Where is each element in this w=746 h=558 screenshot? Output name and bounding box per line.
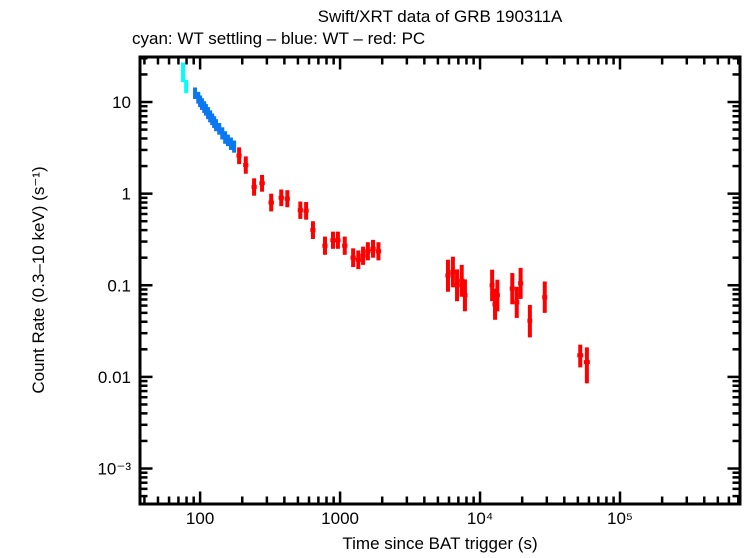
series-pc bbox=[236, 147, 590, 384]
y-tick-label: 10⁻³ bbox=[97, 460, 131, 479]
y-tick-label: 0.1 bbox=[107, 276, 131, 295]
y-axis-label: Count Rate (0.3–10 keV) (s⁻¹) bbox=[29, 166, 48, 394]
x-tick-label: 1000 bbox=[321, 509, 359, 528]
y-tick-label: 0.01 bbox=[98, 368, 131, 387]
y-tick-label: 1 bbox=[122, 185, 131, 204]
axis-ticks bbox=[141, 57, 740, 503]
y-tick-label: 10 bbox=[112, 93, 131, 112]
series-wt-settling bbox=[181, 62, 189, 94]
tick-labels: 100 1000 10⁴ 10⁵ 10 1 0.1 0.01 10⁻³ bbox=[97, 93, 633, 528]
chart-legend-note: cyan: WT settling – blue: WT – red: PC bbox=[132, 29, 426, 48]
x-tick-label: 10⁵ bbox=[607, 509, 633, 528]
x-tick-label: 100 bbox=[186, 509, 214, 528]
x-axis-label: Time since BAT trigger (s) bbox=[342, 534, 538, 553]
plot-frame bbox=[138, 55, 742, 506]
series-wt bbox=[193, 87, 237, 153]
x-tick-label: 10⁴ bbox=[467, 509, 493, 528]
chart-title: Swift/XRT data of GRB 190311A bbox=[317, 7, 563, 26]
